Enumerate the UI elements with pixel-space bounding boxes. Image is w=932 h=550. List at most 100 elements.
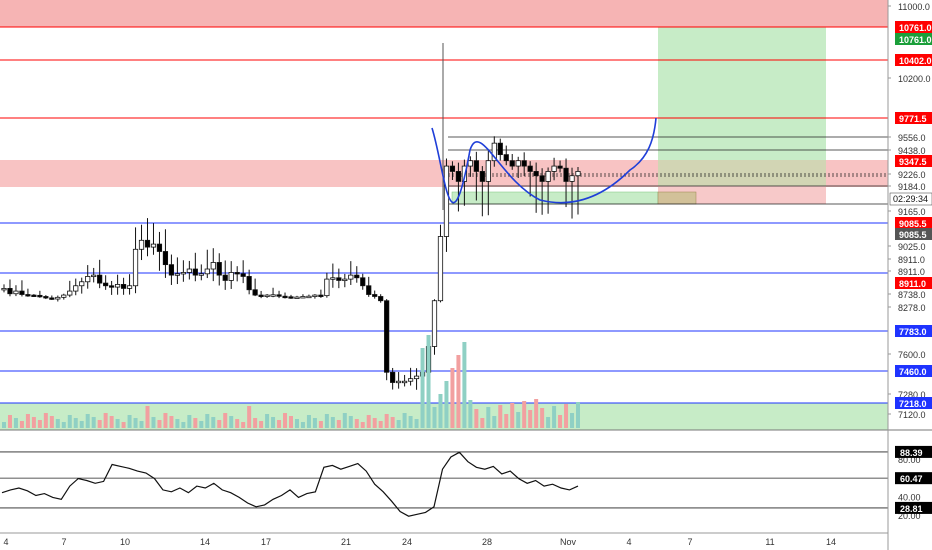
candle[interactable] <box>473 160 479 172</box>
candle[interactable] <box>503 154 509 162</box>
price-label[interactable]: 9347.5 <box>895 155 932 167</box>
candle[interactable] <box>234 272 240 275</box>
candle[interactable] <box>25 294 31 297</box>
price-label[interactable]: 7460.0 <box>895 365 932 377</box>
candle[interactable] <box>515 160 521 167</box>
candle[interactable] <box>120 284 127 289</box>
candle[interactable] <box>485 160 491 182</box>
candle[interactable] <box>497 142 503 156</box>
candle[interactable] <box>162 251 169 266</box>
price-label[interactable]: 9771.5 <box>895 112 932 124</box>
candle[interactable] <box>545 171 551 182</box>
candle[interactable] <box>557 165 563 169</box>
candle[interactable] <box>43 296 49 299</box>
candle[interactable] <box>67 290 73 296</box>
candle[interactable] <box>312 294 318 297</box>
candle[interactable] <box>407 378 414 382</box>
candle[interactable] <box>479 171 485 182</box>
candle[interactable] <box>61 294 67 298</box>
candle[interactable] <box>563 167 569 182</box>
candle[interactable] <box>431 300 438 347</box>
candle[interactable] <box>461 165 467 182</box>
time-axis[interactable]: 4 7 10 14 17 21 24 28 Nov 4 7 11 14 <box>0 532 888 547</box>
candle[interactable] <box>222 274 228 281</box>
candle[interactable] <box>402 380 408 384</box>
rsi-value-label[interactable]: 60.47 <box>895 472 932 485</box>
candle[interactable] <box>156 243 163 252</box>
candle[interactable] <box>539 175 545 182</box>
candle[interactable] <box>509 160 515 167</box>
candle[interactable] <box>150 243 157 248</box>
candle[interactable] <box>174 273 180 276</box>
price-label[interactable]: 10402.0 <box>895 54 932 66</box>
candle[interactable] <box>210 262 216 270</box>
candle[interactable] <box>449 165 456 172</box>
candle[interactable] <box>204 268 210 275</box>
rsi-value-label[interactable]: 88.39 <box>895 445 932 458</box>
candle[interactable] <box>97 274 103 284</box>
candle[interactable] <box>7 288 13 295</box>
candle[interactable] <box>252 289 258 296</box>
candle[interactable] <box>527 165 533 172</box>
candle[interactable] <box>551 165 557 172</box>
rsi-line[interactable] <box>1 451 579 517</box>
candle[interactable] <box>109 285 115 288</box>
candle[interactable] <box>378 296 384 302</box>
candle[interactable] <box>85 276 91 283</box>
price-label[interactable]: 10761.0 <box>895 33 932 45</box>
candle[interactable] <box>270 294 276 297</box>
price-pane[interactable] <box>0 0 932 431</box>
price-label[interactable]: 8911.0 <box>895 277 932 289</box>
candle[interactable] <box>455 171 462 182</box>
candle[interactable] <box>569 175 575 182</box>
price-label[interactable]: 9085.5 <box>895 217 932 229</box>
candle[interactable] <box>366 285 372 295</box>
price-axis[interactable]: 11000.0 10200.0 9556.0 9438.0 9226.0 9184.0 91… <box>887 0 932 550</box>
candle[interactable] <box>79 281 85 287</box>
candle[interactable] <box>276 294 282 297</box>
price-label[interactable]: 7218.0 <box>895 397 932 409</box>
candle[interactable] <box>144 239 151 248</box>
candle[interactable] <box>318 294 324 297</box>
candle[interactable] <box>282 295 288 299</box>
candle[interactable] <box>132 248 139 287</box>
candle[interactable] <box>31 294 37 297</box>
candle[interactable] <box>73 285 79 292</box>
candle[interactable] <box>55 296 61 300</box>
candle[interactable] <box>216 262 222 276</box>
candle[interactable] <box>192 268 198 276</box>
candle[interactable] <box>324 278 330 297</box>
price-label[interactable]: 9085.5 <box>895 228 932 240</box>
candle[interactable] <box>390 371 396 383</box>
cup-handle-curve[interactable] <box>431 117 657 204</box>
candle[interactable] <box>336 277 342 281</box>
candle[interactable] <box>126 285 133 289</box>
candle[interactable] <box>288 296 294 299</box>
candle[interactable] <box>1 288 7 291</box>
candle[interactable] <box>372 294 378 297</box>
candle[interactable] <box>240 273 246 277</box>
candle[interactable] <box>294 296 300 299</box>
candle[interactable] <box>413 375 420 380</box>
candle[interactable] <box>306 295 312 299</box>
candle[interactable] <box>228 272 234 281</box>
candle[interactable] <box>168 264 175 276</box>
candle[interactable] <box>521 160 527 167</box>
candle[interactable] <box>103 282 109 287</box>
candle[interactable] <box>396 380 402 384</box>
candle[interactable] <box>186 268 192 273</box>
candle[interactable] <box>264 294 270 297</box>
candle[interactable] <box>138 239 145 250</box>
candle[interactable] <box>180 272 186 275</box>
candle[interactable] <box>360 277 366 287</box>
candle[interactable] <box>13 290 19 295</box>
candle[interactable] <box>300 296 306 299</box>
candle[interactable] <box>342 278 348 282</box>
rsi-value-label[interactable]: 28.81 <box>895 501 932 514</box>
candle[interactable] <box>533 171 539 177</box>
candle[interactable] <box>491 142 497 162</box>
candle[interactable] <box>49 297 55 300</box>
candle[interactable] <box>443 165 450 237</box>
